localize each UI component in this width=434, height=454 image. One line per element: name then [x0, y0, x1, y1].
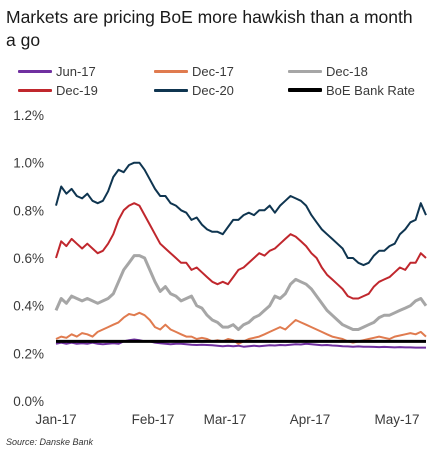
legend-swatch: [154, 88, 188, 92]
legend-swatch: [18, 88, 52, 92]
legend-item-dec-20: Dec-20: [154, 81, 234, 99]
legend-item-dec-18: Dec-18: [288, 62, 368, 80]
series-line-dec-18: [54, 254, 428, 331]
series-line-dec-20: [55, 161, 427, 267]
legend-label: BoE Bank Rate: [326, 82, 415, 98]
x-tick-label: Apr-17: [290, 412, 331, 427]
chart-title: Markets are pricing BoE more hawkish tha…: [6, 7, 413, 50]
y-tick-label: 0.4%: [13, 299, 44, 314]
x-tick-label: Mar-17: [204, 412, 247, 427]
legend: Jun-17 Dec-17 Dec-18 Dec-19 Dec-20 BoE B…: [18, 62, 428, 102]
x-tick-label: May-17: [374, 412, 419, 427]
series-line-jun-17: [55, 338, 426, 349]
source-note: Source: Danske Bank: [6, 437, 94, 447]
y-tick-label: 0.2%: [13, 346, 44, 361]
legend-label: Dec-17: [192, 63, 234, 79]
legend-item-jun-17: Jun-17: [18, 62, 96, 80]
legend-label: Dec-18: [326, 63, 368, 79]
legend-swatch: [154, 69, 188, 73]
legend-item-dec-19: Dec-19: [18, 81, 98, 99]
series-line-dec-19: [55, 202, 427, 300]
x-axis: Jan-17 Feb-17 Mar-17 Apr-17 May-17: [35, 412, 419, 427]
y-tick-label: 0.0%: [13, 394, 44, 409]
y-tick-label: 0.6%: [13, 251, 44, 266]
legend-label: Dec-20: [192, 82, 234, 98]
legend-swatch: [288, 88, 322, 92]
legend-label: Jun-17: [56, 63, 96, 79]
plot-area: [54, 161, 428, 349]
x-tick-label: Feb-17: [132, 412, 175, 427]
legend-swatch: [18, 69, 52, 73]
y-tick-label: 1.0%: [13, 156, 44, 171]
legend-label: Dec-19: [56, 82, 98, 98]
legend-item-dec-17: Dec-17: [154, 62, 234, 80]
legend-swatch: [288, 69, 322, 73]
legend-item-boe-bank-rate: BoE Bank Rate: [288, 81, 415, 99]
y-tick-label: 0.8%: [13, 203, 44, 218]
y-tick-label: 1.2%: [13, 108, 44, 123]
x-tick-label: Jan-17: [35, 412, 76, 427]
y-axis: 0.0% 0.2% 0.4% 0.6% 0.8% 1.0% 1.2%: [13, 108, 44, 409]
